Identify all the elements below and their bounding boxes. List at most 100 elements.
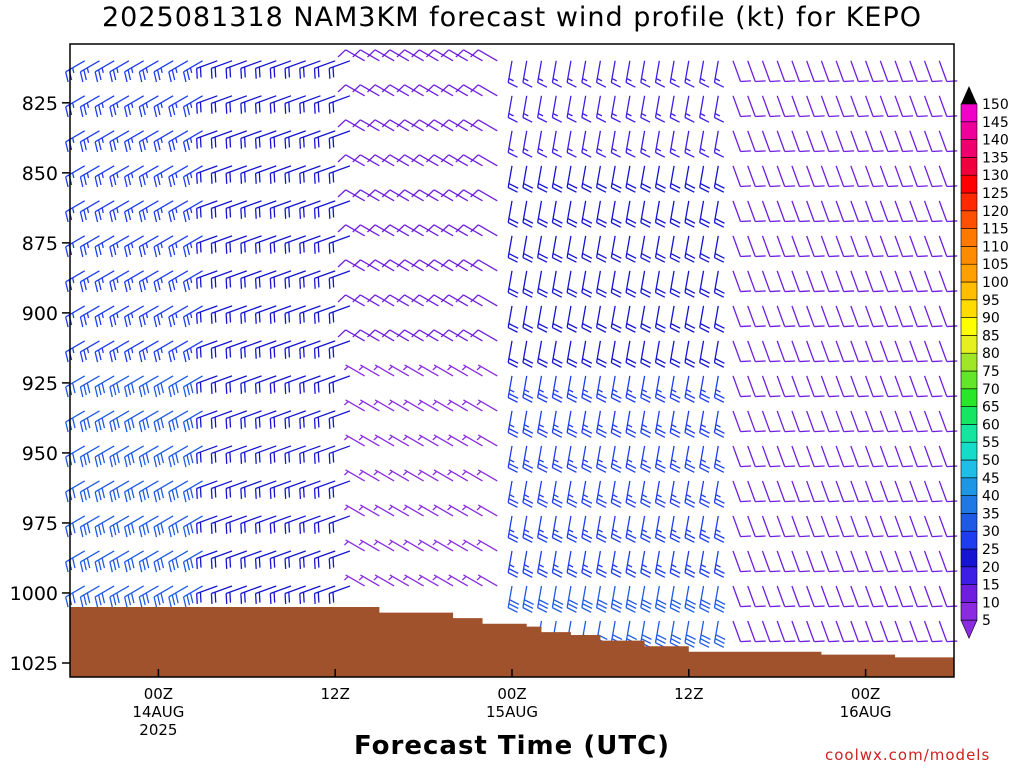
wind-barb-feather <box>332 312 335 323</box>
wind-barb-feather <box>273 452 276 463</box>
wind-barb-shaft <box>153 165 174 178</box>
wind-barb <box>153 550 174 573</box>
wind-barb-feather <box>186 174 191 186</box>
wind-barb <box>713 515 725 543</box>
wind-barb-shaft <box>791 305 801 327</box>
wind-barb-feather <box>210 418 213 429</box>
wind-barb <box>522 130 533 158</box>
wind-barb <box>381 329 410 342</box>
wind-barb-feather <box>655 568 666 574</box>
wind-barb-feather <box>596 572 607 578</box>
wind-barb-half-feather <box>670 147 676 152</box>
wind-barb-feather <box>755 430 766 433</box>
wind-barb-shaft <box>153 410 174 423</box>
wind-barb-shaft <box>374 469 395 482</box>
wind-barb <box>79 585 100 608</box>
wind-barb-feather <box>784 115 796 118</box>
wind-barb-half-feather <box>373 505 379 511</box>
wind-barb-feather <box>714 81 725 88</box>
wind-barb <box>684 410 696 438</box>
wind-barb-feather <box>552 151 562 158</box>
wind-barb <box>254 270 277 289</box>
wind-barb-feather <box>254 348 257 359</box>
wind-barb-shaft <box>360 504 380 517</box>
wind-barb-feather <box>112 209 117 221</box>
wind-barb <box>610 305 622 333</box>
wind-barb-feather <box>470 84 479 93</box>
wind-barb-half-feather <box>627 494 633 498</box>
wind-barb-shaft <box>791 270 801 292</box>
wind-barb-shaft <box>776 585 786 607</box>
wind-barb-feather <box>299 523 302 534</box>
wind-barb-half-feather <box>671 494 677 498</box>
wind-barb-feather <box>225 348 228 359</box>
colorbar-label: 110 <box>982 239 1009 255</box>
wind-barb <box>153 200 174 223</box>
wind-barb-feather <box>640 572 651 578</box>
wind-barb-feather <box>367 84 376 93</box>
wind-barb-feather <box>596 533 607 539</box>
wind-barb-feather <box>655 467 666 473</box>
wind-barb-feather <box>199 522 202 533</box>
wind-barb-shaft <box>94 410 115 423</box>
wind-barb-feather <box>655 358 666 364</box>
wind-barb-feather <box>337 84 347 93</box>
wind-barb-feather <box>755 115 766 118</box>
wind-barb-feather <box>243 417 246 428</box>
wind-barb-feather <box>581 607 592 613</box>
y-tick-label: 1025 <box>10 653 58 675</box>
wind-barb-feather <box>86 417 91 429</box>
wind-barb-feather <box>123 386 128 398</box>
wind-barb-feather <box>755 185 766 188</box>
wind-barb <box>761 585 781 608</box>
wind-barb <box>210 235 233 254</box>
wind-barb-shaft <box>360 399 380 412</box>
wind-barb-feather <box>684 291 695 298</box>
wind-barb-half-feather <box>597 494 603 498</box>
wind-barb <box>254 375 277 394</box>
wind-barb-half-feather <box>538 494 544 498</box>
wind-barb-feather <box>625 256 636 263</box>
wind-barb <box>476 434 498 447</box>
wind-barb-feather <box>714 291 725 298</box>
wind-barb <box>94 340 115 363</box>
wind-barb <box>388 574 410 587</box>
wind-barb <box>168 305 189 328</box>
wind-barb <box>894 130 914 153</box>
wind-barb-feather <box>470 119 479 128</box>
wind-barb-feather <box>225 453 228 464</box>
wind-barb-feather <box>175 522 179 534</box>
wind-barb-feather <box>196 138 198 149</box>
wind-barb-half-feather <box>553 564 559 568</box>
wind-barb-feather <box>946 500 958 503</box>
wind-barb-feather <box>508 533 519 539</box>
colorbar-segment <box>960 477 978 496</box>
wind-barb-half-feather <box>343 540 349 546</box>
wind-barb-feather <box>138 71 143 83</box>
wind-barb <box>79 200 100 223</box>
wind-barb-shaft <box>463 504 483 517</box>
wind-barb-shaft <box>864 95 874 117</box>
wind-barb-feather <box>138 246 143 258</box>
wind-barb <box>94 515 115 538</box>
wind-barb-shaft <box>761 305 771 327</box>
wind-barb-half-feather <box>130 347 134 354</box>
wind-barb-shaft <box>374 539 395 552</box>
wind-barb-shaft <box>864 515 874 537</box>
wind-barb-half-feather <box>476 505 482 511</box>
wind-barbs-layer <box>65 49 958 648</box>
wind-barb-feather <box>552 428 563 434</box>
wind-barb <box>699 305 711 333</box>
wind-barb-shaft <box>124 305 144 318</box>
wind-barb-shaft <box>109 585 130 598</box>
wind-barb-feather <box>640 361 651 368</box>
wind-barb-feather <box>243 206 246 218</box>
wind-barb-half-feather <box>175 67 178 74</box>
colorbar-segment <box>960 139 978 158</box>
wind-barb-feather <box>112 349 117 361</box>
wind-barb-feather <box>299 348 302 359</box>
wind-barb-shaft <box>806 165 815 187</box>
wind-barb-shaft <box>80 340 100 353</box>
wind-barb-half-feather <box>656 424 662 428</box>
wind-barb <box>425 119 454 132</box>
